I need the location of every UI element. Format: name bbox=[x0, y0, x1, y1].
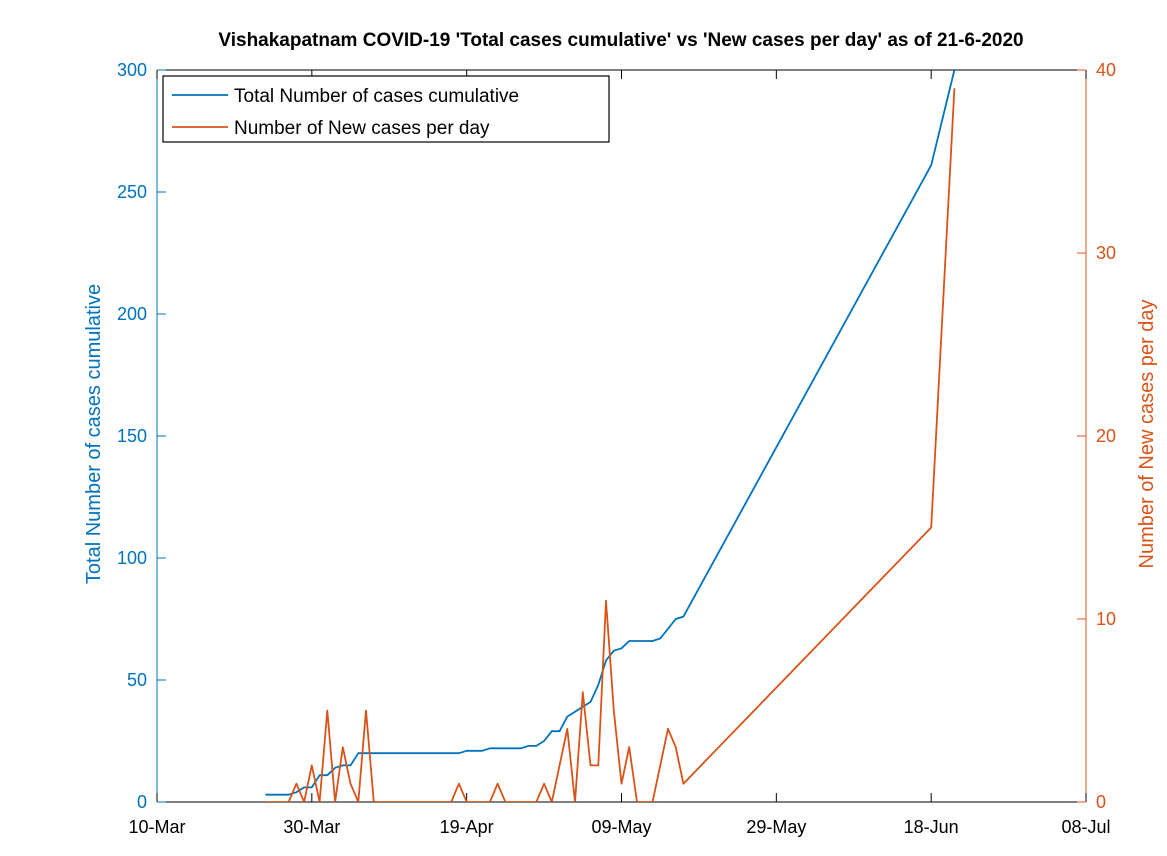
y-right-tick-label: 0 bbox=[1096, 792, 1106, 812]
y-left-tick-label: 250 bbox=[117, 182, 147, 202]
x-tick-label: 10-Mar bbox=[128, 817, 185, 837]
y-axis-right: 0 10 20 30 40 bbox=[1077, 60, 1116, 812]
x-tick-label: 18-Jun bbox=[904, 817, 959, 837]
chart-title: Vishakapatnam COVID-19 'Total cases cumu… bbox=[218, 30, 1023, 51]
y-axis-left: 0 50 100 150 200 250 300 bbox=[117, 60, 166, 812]
legend-box bbox=[162, 75, 610, 143]
x-tick-label: 08-Jul bbox=[1061, 817, 1110, 837]
y-axis-left-label: Total Number of cases cumulative bbox=[83, 284, 105, 584]
y-left-tick-label: 300 bbox=[117, 60, 147, 80]
y-right-tick-label: 40 bbox=[1096, 60, 1116, 80]
legend-label-total: Total Number of cases cumulative bbox=[234, 86, 519, 107]
x-tick-label: 09-May bbox=[591, 817, 651, 837]
series-line-new-cases bbox=[265, 88, 956, 802]
x-tick-label: 30-Mar bbox=[283, 817, 340, 837]
y-left-tick-label: 0 bbox=[137, 792, 147, 812]
legend-label-new: Number of New cases per day bbox=[234, 118, 490, 139]
series-line-total-cases bbox=[265, 70, 956, 796]
y-left-tick-label: 100 bbox=[117, 548, 147, 568]
legend: Total Number of cases cumulative Number … bbox=[162, 75, 610, 143]
axes-frame bbox=[156, 69, 1087, 803]
y-right-tick-label: 20 bbox=[1096, 426, 1116, 446]
y-right-tick-label: 30 bbox=[1096, 243, 1116, 263]
y-left-tick-label: 50 bbox=[127, 670, 147, 690]
y-right-tick-label: 10 bbox=[1096, 609, 1116, 629]
y-left-tick-label: 150 bbox=[117, 426, 147, 446]
x-tick-label: 19-Apr bbox=[440, 817, 494, 837]
x-tick-label: 29-May bbox=[746, 817, 806, 837]
y-left-tick-label: 200 bbox=[117, 304, 147, 324]
series-group bbox=[265, 70, 956, 802]
y-axis-right-label: Number of New cases per day bbox=[1136, 299, 1158, 568]
x-axis: 10-Mar 30-Mar 19-Apr 09-May 29-May 18-Jun 08-J… bbox=[128, 70, 1111, 837]
